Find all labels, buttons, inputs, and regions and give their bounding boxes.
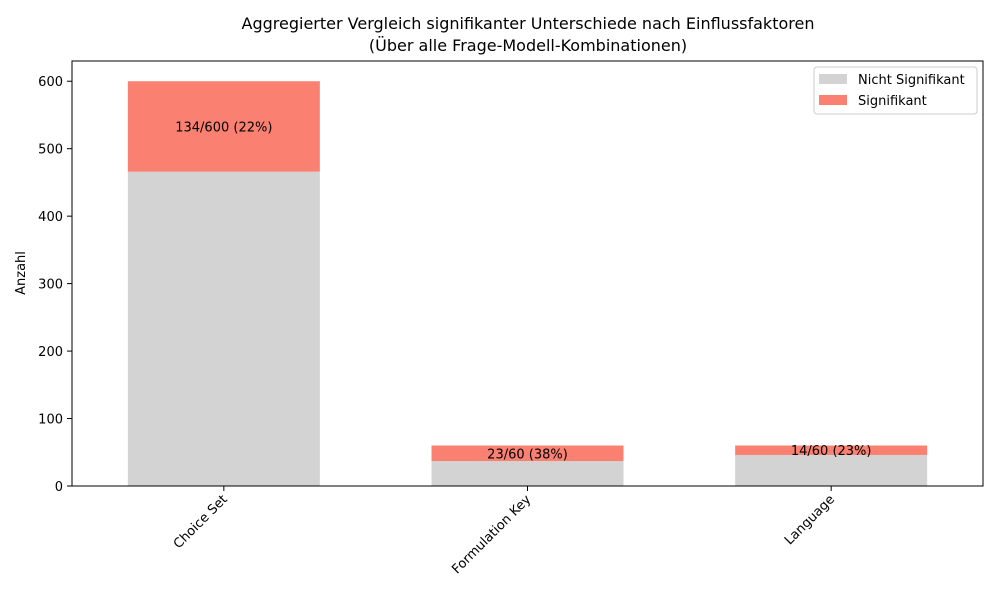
bar-choice-set-signifikant [127, 81, 320, 172]
bar-formulation-key-signifikant [431, 445, 624, 462]
y-tick-label: 100 [38, 413, 63, 428]
legend-label: Signifikant [858, 94, 927, 109]
y-tick-label: 600 [38, 75, 63, 90]
legend-swatch [819, 74, 847, 84]
data-label-formulation-key: 23/60 (38%) [487, 447, 568, 462]
bar-language-signifikant [735, 445, 928, 455]
bars-layer [127, 81, 928, 486]
y-axis-label: Anzahl [14, 251, 29, 295]
chart-title: Aggregierter Vergleich signifikanter Unt… [242, 14, 815, 33]
data-labels-layer: 134/600 (22%) 23/60 (38%) 14/60 (23%) [175, 120, 871, 462]
legend-label: Nicht Signifikant [858, 73, 965, 88]
y-tick-label: 0 [55, 480, 63, 495]
x-tick-label: Formulation Key [449, 492, 534, 577]
y-tick-label: 300 [38, 278, 63, 293]
x-tick-label: Choice Set [171, 492, 231, 552]
chart-subtitle: (Über alle Frage-Modell-Kombinationen) [369, 36, 687, 55]
y-tick-label: 500 [38, 143, 63, 158]
data-label-language: 14/60 (23%) [791, 444, 872, 459]
y-tick-label: 200 [38, 345, 63, 360]
legend-box [813, 66, 978, 115]
legend: Nicht Signifikant Signifikant [813, 66, 978, 115]
bar-formulation-key-nicht-signifikant [431, 461, 624, 486]
legend-swatch [819, 95, 847, 105]
bar-language-nicht-signifikant [735, 454, 928, 486]
y-tick-label: 400 [38, 210, 63, 225]
x-tick-label: Language [782, 492, 838, 548]
bar-choice-set-nicht-signifikant [127, 171, 320, 486]
data-label-choice-set: 134/600 (22%) [175, 120, 272, 135]
